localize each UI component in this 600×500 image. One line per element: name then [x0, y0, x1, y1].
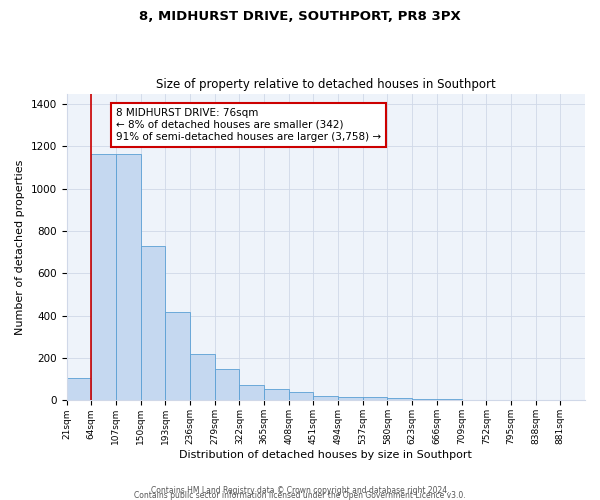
- Title: Size of property relative to detached houses in Southport: Size of property relative to detached ho…: [156, 78, 496, 91]
- Bar: [313, 396, 338, 400]
- Y-axis label: Number of detached properties: Number of detached properties: [15, 160, 25, 334]
- Text: Contains HM Land Registry data © Crown copyright and database right 2024.: Contains HM Land Registry data © Crown c…: [151, 486, 449, 495]
- Bar: [140, 246, 165, 400]
- Text: 8 MIDHURST DRIVE: 76sqm
← 8% of detached houses are smaller (342)
91% of semi-de: 8 MIDHURST DRIVE: 76sqm ← 8% of detached…: [116, 108, 381, 142]
- Bar: [190, 354, 215, 401]
- Bar: [239, 384, 264, 400]
- X-axis label: Distribution of detached houses by size in Southport: Distribution of detached houses by size …: [179, 450, 472, 460]
- Text: Contains public sector information licensed under the Open Government Licence v3: Contains public sector information licen…: [134, 490, 466, 500]
- Bar: [67, 378, 91, 400]
- Bar: [289, 392, 313, 400]
- Bar: [215, 368, 239, 400]
- Bar: [264, 389, 289, 400]
- Bar: [338, 398, 363, 400]
- Bar: [363, 398, 388, 400]
- Bar: [91, 154, 116, 400]
- Bar: [412, 398, 437, 400]
- Bar: [116, 154, 140, 400]
- Text: 8, MIDHURST DRIVE, SOUTHPORT, PR8 3PX: 8, MIDHURST DRIVE, SOUTHPORT, PR8 3PX: [139, 10, 461, 23]
- Bar: [388, 398, 412, 400]
- Bar: [165, 312, 190, 400]
